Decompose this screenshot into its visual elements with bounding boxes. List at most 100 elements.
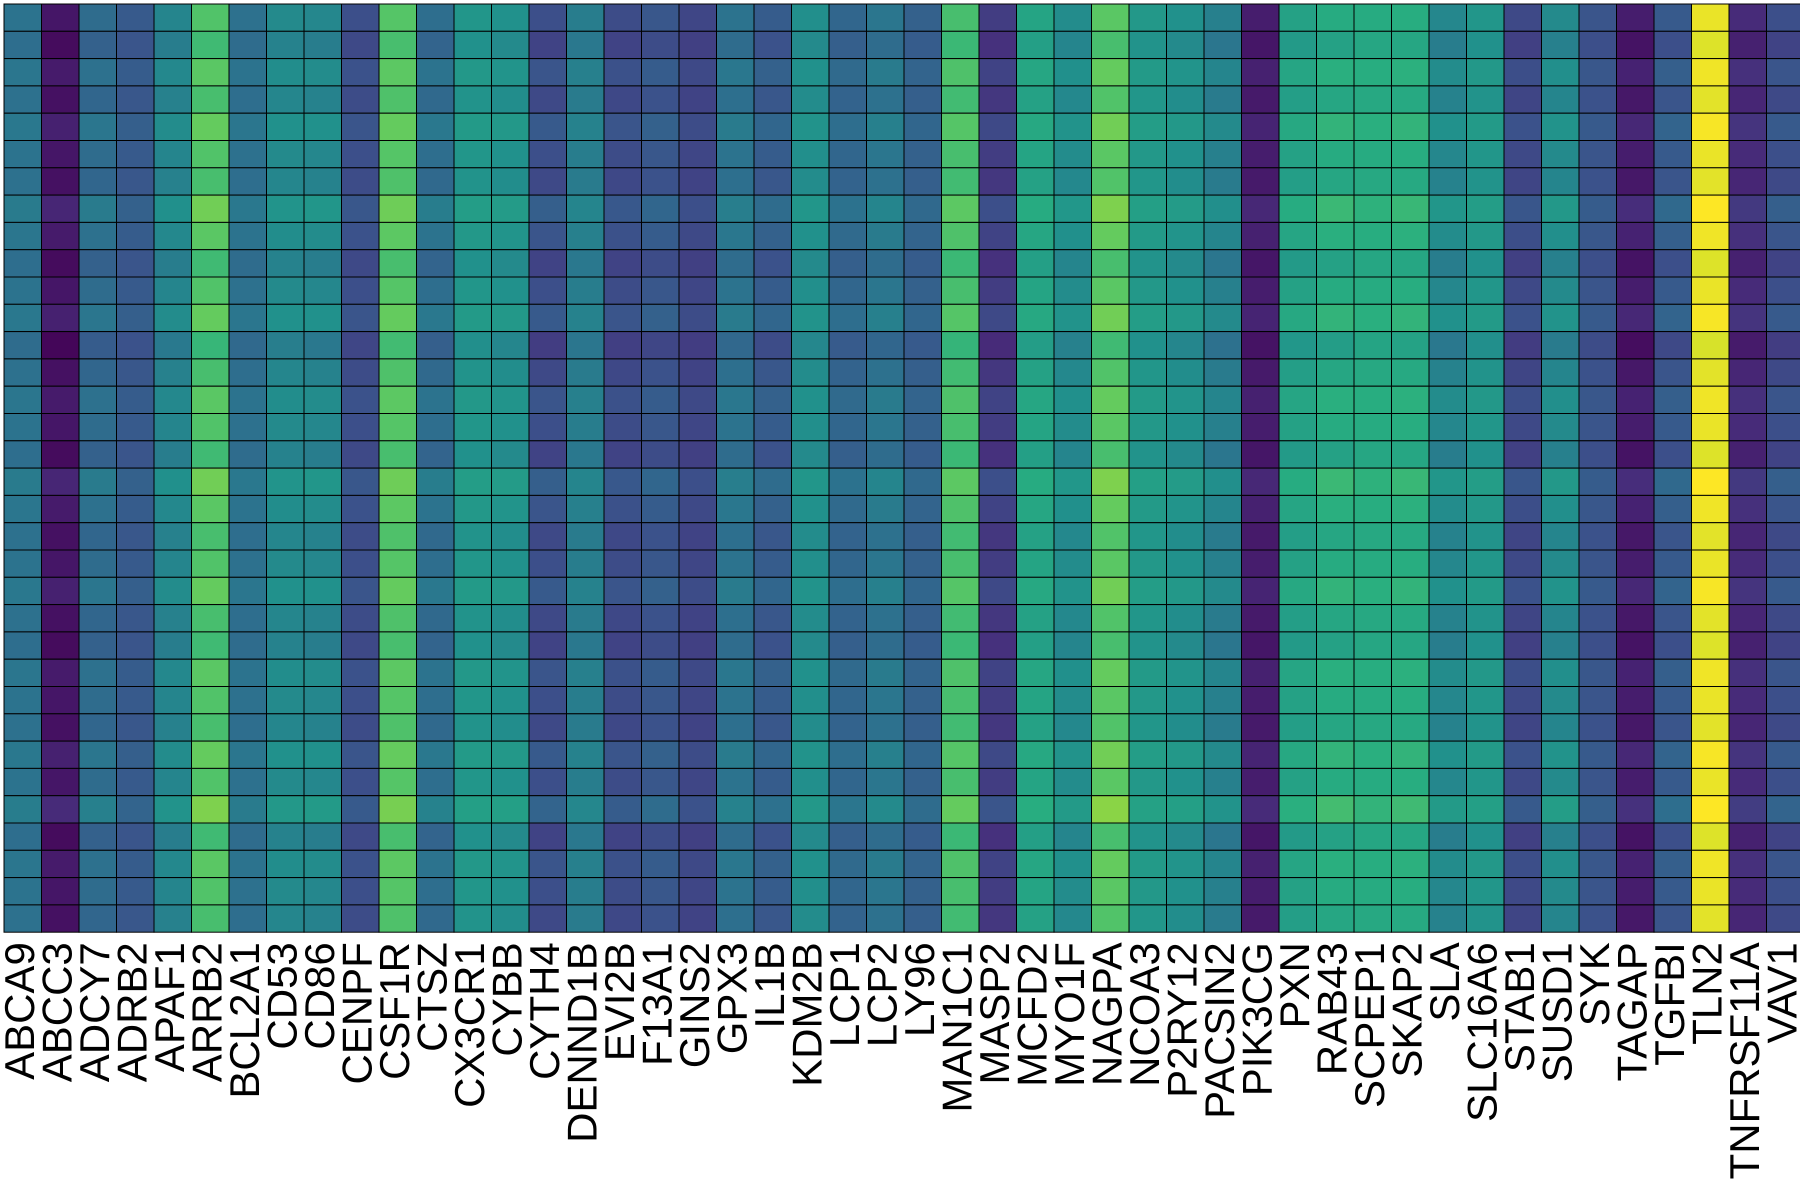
- heatmap-cell: [1203, 30, 1242, 60]
- heatmap-cell: [1503, 795, 1542, 824]
- heatmap-cell: [753, 440, 792, 469]
- heatmap-cell: [1428, 713, 1467, 742]
- column-tick-label: SKAP2: [1383, 942, 1430, 1077]
- heatmap-cell: [941, 58, 980, 87]
- heatmap-cell: [1091, 795, 1130, 824]
- heatmap-cell: [791, 686, 830, 715]
- column-tick-label: EVI2B: [596, 942, 643, 1061]
- heatmap-cells: [3, 3, 1800, 933]
- heatmap-cell: [191, 194, 230, 223]
- heatmap-cell: [791, 440, 830, 469]
- heatmap-cell: [1353, 604, 1392, 633]
- heatmap-cell: [866, 385, 905, 415]
- heatmap-cell: [1091, 303, 1130, 333]
- heatmap-cell: [903, 849, 942, 879]
- heatmap-cell: [1353, 904, 1392, 933]
- heatmap-cell: [1691, 494, 1730, 524]
- heatmap-cell: [566, 522, 605, 551]
- heatmap-cell: [566, 140, 605, 169]
- column-tick-label: ADRB2: [108, 942, 155, 1082]
- heatmap-cell: [1653, 276, 1692, 305]
- heatmap-cell: [153, 30, 192, 60]
- heatmap-cell: [191, 904, 230, 933]
- heatmap-cell: [228, 85, 267, 114]
- heatmap-cell: [491, 658, 530, 688]
- heatmap-cell: [491, 549, 530, 578]
- heatmap-cell: [716, 112, 755, 141]
- heatmap-cell: [266, 631, 305, 660]
- heatmap-cell: [716, 3, 755, 32]
- heatmap-cell: [1541, 877, 1580, 906]
- heatmap-cell: [866, 658, 905, 688]
- heatmap-cell: [266, 385, 305, 415]
- heatmap-cell: [341, 631, 380, 660]
- heatmap-cell: [1653, 740, 1692, 769]
- heatmap-cell: [566, 3, 605, 32]
- heatmap-cell: [1091, 522, 1130, 551]
- heatmap-cell: [191, 494, 230, 524]
- heatmap-cell: [1653, 904, 1692, 933]
- heatmap-cell: [828, 658, 867, 688]
- heatmap-cell: [866, 440, 905, 469]
- heatmap-cell: [453, 740, 492, 769]
- heatmap-cell: [153, 631, 192, 660]
- heatmap-cell: [1241, 822, 1280, 851]
- heatmap-cell: [941, 30, 980, 60]
- heatmap-cell: [1728, 331, 1767, 360]
- heatmap-cell: [1353, 494, 1392, 524]
- heatmap-cell: [116, 740, 155, 769]
- heatmap-cell: [1503, 686, 1542, 715]
- heatmap-cell: [866, 194, 905, 223]
- heatmap-cell: [1616, 849, 1655, 879]
- heatmap-cell: [716, 58, 755, 87]
- heatmap-cell: [978, 713, 1017, 742]
- heatmap-cell: [303, 576, 342, 606]
- heatmap-cell: [1391, 331, 1430, 360]
- heatmap-cell: [1653, 358, 1692, 387]
- heatmap-cell: [791, 631, 830, 660]
- heatmap-cell: [903, 112, 942, 141]
- heatmap-cell: [78, 413, 117, 442]
- heatmap-cell: [1278, 549, 1317, 578]
- heatmap-cell: [1278, 467, 1317, 496]
- heatmap-cell: [941, 194, 980, 223]
- heatmap-cell: [641, 549, 680, 578]
- heatmap-cell: [716, 822, 755, 851]
- heatmap-cell: [1241, 58, 1280, 87]
- heatmap-cell: [1203, 904, 1242, 933]
- heatmap-cell: [1466, 658, 1505, 688]
- heatmap-cell: [1728, 167, 1767, 196]
- heatmap-cell: [416, 194, 455, 223]
- heatmap-cell: [1428, 140, 1467, 169]
- heatmap-cell: [491, 30, 530, 60]
- heatmap-cell: [1166, 549, 1205, 578]
- heatmap-cell: [1616, 167, 1655, 196]
- column-tick-label: TGFBI: [1646, 942, 1693, 1066]
- heatmap-cell: [416, 58, 455, 87]
- heatmap-cell: [341, 3, 380, 32]
- heatmap-cell: [1466, 3, 1505, 32]
- heatmap-cell: [641, 522, 680, 551]
- heatmap-cell: [1391, 413, 1430, 442]
- heatmap-cell: [453, 249, 492, 278]
- heatmap-cell: [1691, 877, 1730, 906]
- heatmap-cell: [1166, 767, 1205, 797]
- heatmap-cell: [1091, 877, 1130, 906]
- heatmap-cell: [941, 413, 980, 442]
- heatmap-cell: [1766, 385, 1800, 415]
- heatmap-cell: [828, 140, 867, 169]
- heatmap-cell: [1728, 385, 1767, 415]
- heatmap-cell: [1541, 112, 1580, 141]
- heatmap-cell: [303, 58, 342, 87]
- heatmap-cell: [1578, 604, 1617, 633]
- heatmap-cell: [3, 249, 42, 278]
- heatmap-cell: [266, 658, 305, 688]
- heatmap-cell: [378, 358, 417, 387]
- heatmap-cell: [1503, 576, 1542, 606]
- heatmap-cell: [41, 549, 80, 578]
- heatmap-cell: [1166, 604, 1205, 633]
- heatmap-cell: [866, 303, 905, 333]
- heatmap-cell: [3, 549, 42, 578]
- heatmap-cell: [866, 767, 905, 797]
- heatmap-cell: [303, 904, 342, 933]
